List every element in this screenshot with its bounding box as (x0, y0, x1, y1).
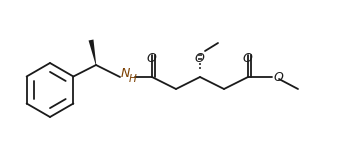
Text: N: N (121, 67, 130, 80)
Text: O: O (273, 71, 283, 83)
Text: O: O (242, 52, 252, 65)
Text: O: O (146, 52, 156, 65)
Polygon shape (88, 40, 96, 65)
Text: O: O (194, 52, 204, 65)
Text: H: H (129, 74, 137, 84)
